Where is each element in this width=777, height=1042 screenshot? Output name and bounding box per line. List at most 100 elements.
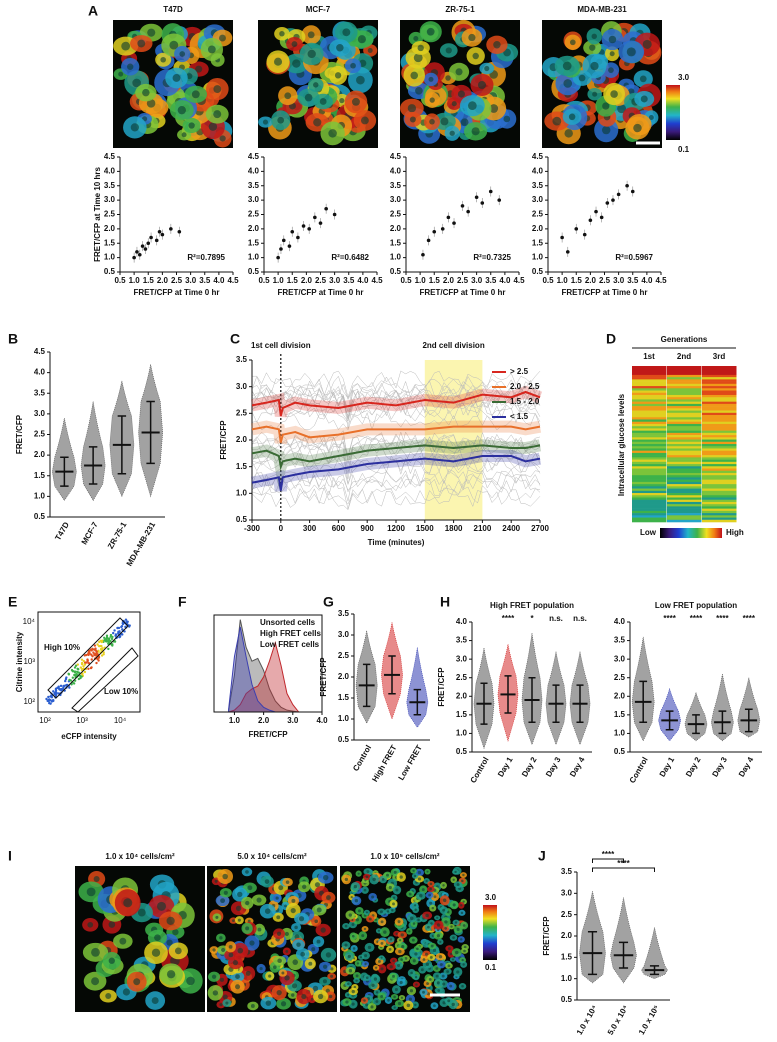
nucleus [133,978,141,986]
nucleus [256,897,262,903]
point [574,227,579,231]
x-tick-label: 1.0 x 10⁵ [637,1003,661,1036]
nucleus [359,956,363,959]
heatmap-row [702,370,737,373]
y-tick-label: 3.0 [34,409,46,418]
x-axis-label: Time (minutes) [368,538,425,547]
y-tick-label: 1.0 [34,491,46,500]
x-tick-label: 3.5 [199,276,211,285]
event [68,686,71,689]
heatmap-row [702,401,737,405]
nucleus [406,1003,411,1008]
heatmap-row [667,470,702,474]
heatmap-row [667,421,702,425]
nucleus [435,967,439,970]
y-tick-label: 3.5 [34,388,46,397]
nucleus [380,967,384,971]
x-tick-label: 2.0 [585,276,597,285]
x-axis-label: FRET/CFP at Time 0 hr [420,288,506,297]
nucleus [172,928,179,936]
nucleus [347,954,351,958]
nucleus [380,995,384,998]
micrograph [258,20,378,148]
nucleus [412,922,416,925]
nucleus [211,974,217,979]
heatmap-row [667,484,702,487]
y-tick-label: 2.0 [614,691,626,700]
nucleus [437,989,441,992]
heatmap-row [667,446,702,449]
heatmap-row [632,419,667,423]
x-axis-label: FRET/CFP at Time 0 hr [134,288,220,297]
nucleus [439,940,442,944]
event [48,698,51,701]
heatmap-row [702,506,737,509]
nucleus [86,887,96,897]
nucleus [451,958,455,961]
x-tick-label: 3.5 [627,276,639,285]
nucleus [142,88,150,97]
heatmap-row [632,401,667,405]
nucleus [177,106,186,115]
heatmap-row [632,394,667,398]
nucleus [429,882,433,886]
nucleus [633,123,642,133]
event [52,690,55,693]
nucleus [350,895,353,899]
legend-label: 1.5 - 2.0 [510,397,540,406]
heatmap-row [702,513,737,516]
nucleus [160,56,166,63]
point [169,227,173,231]
nucleus [399,875,403,879]
heatmap-row [667,419,702,423]
x-tick-label: 1200 [387,524,405,533]
scale-label: High [726,528,744,537]
heatmap-row [632,464,667,467]
heatmap-row [632,461,667,465]
x-tick-label: 2400 [502,524,520,533]
heatmap-row [702,470,737,474]
x-tick-label: 10³ [76,716,88,725]
nucleus [347,982,350,986]
event [106,637,109,640]
y-tick-label: 1.5 [338,693,350,702]
panel-label: E [8,594,17,610]
y-tick-label: 4.5 [34,347,46,356]
nucleus [374,918,378,921]
heatmap-row [702,472,737,476]
nucleus [328,994,333,999]
heatmap-row [667,372,702,376]
heatmap-row [702,392,737,396]
heatmap-row [702,406,737,409]
y-tick-label: 1.0 [248,253,260,262]
nucleus [294,934,300,940]
heatmap-row [702,366,737,369]
y-tick-label: 0.5 [532,267,544,276]
nucleus [219,1003,223,1007]
heatmap-row [702,412,737,416]
nucleus [302,884,307,889]
heatmap-row [632,508,667,512]
nucleus [436,916,439,919]
nucleus [387,999,390,1002]
nucleus [452,878,455,881]
nucleus [130,123,139,132]
event [49,702,52,705]
nucleus [395,932,398,935]
x-tick-label: 1.0 [229,716,241,725]
heatmap-row [632,477,667,480]
nucleus [400,996,404,999]
heatmap-row [667,428,702,431]
significance: **** [690,614,703,623]
heatmap-row [632,459,667,463]
nucleus [449,952,453,956]
point [452,221,456,225]
event [68,678,71,682]
event [120,633,124,636]
x-tick-label: Day 3 [710,755,729,778]
event [72,682,76,685]
event [120,624,124,628]
heatmap-row [702,479,737,483]
nucleus [259,967,263,971]
y-tick-label: 2.0 [338,672,350,681]
